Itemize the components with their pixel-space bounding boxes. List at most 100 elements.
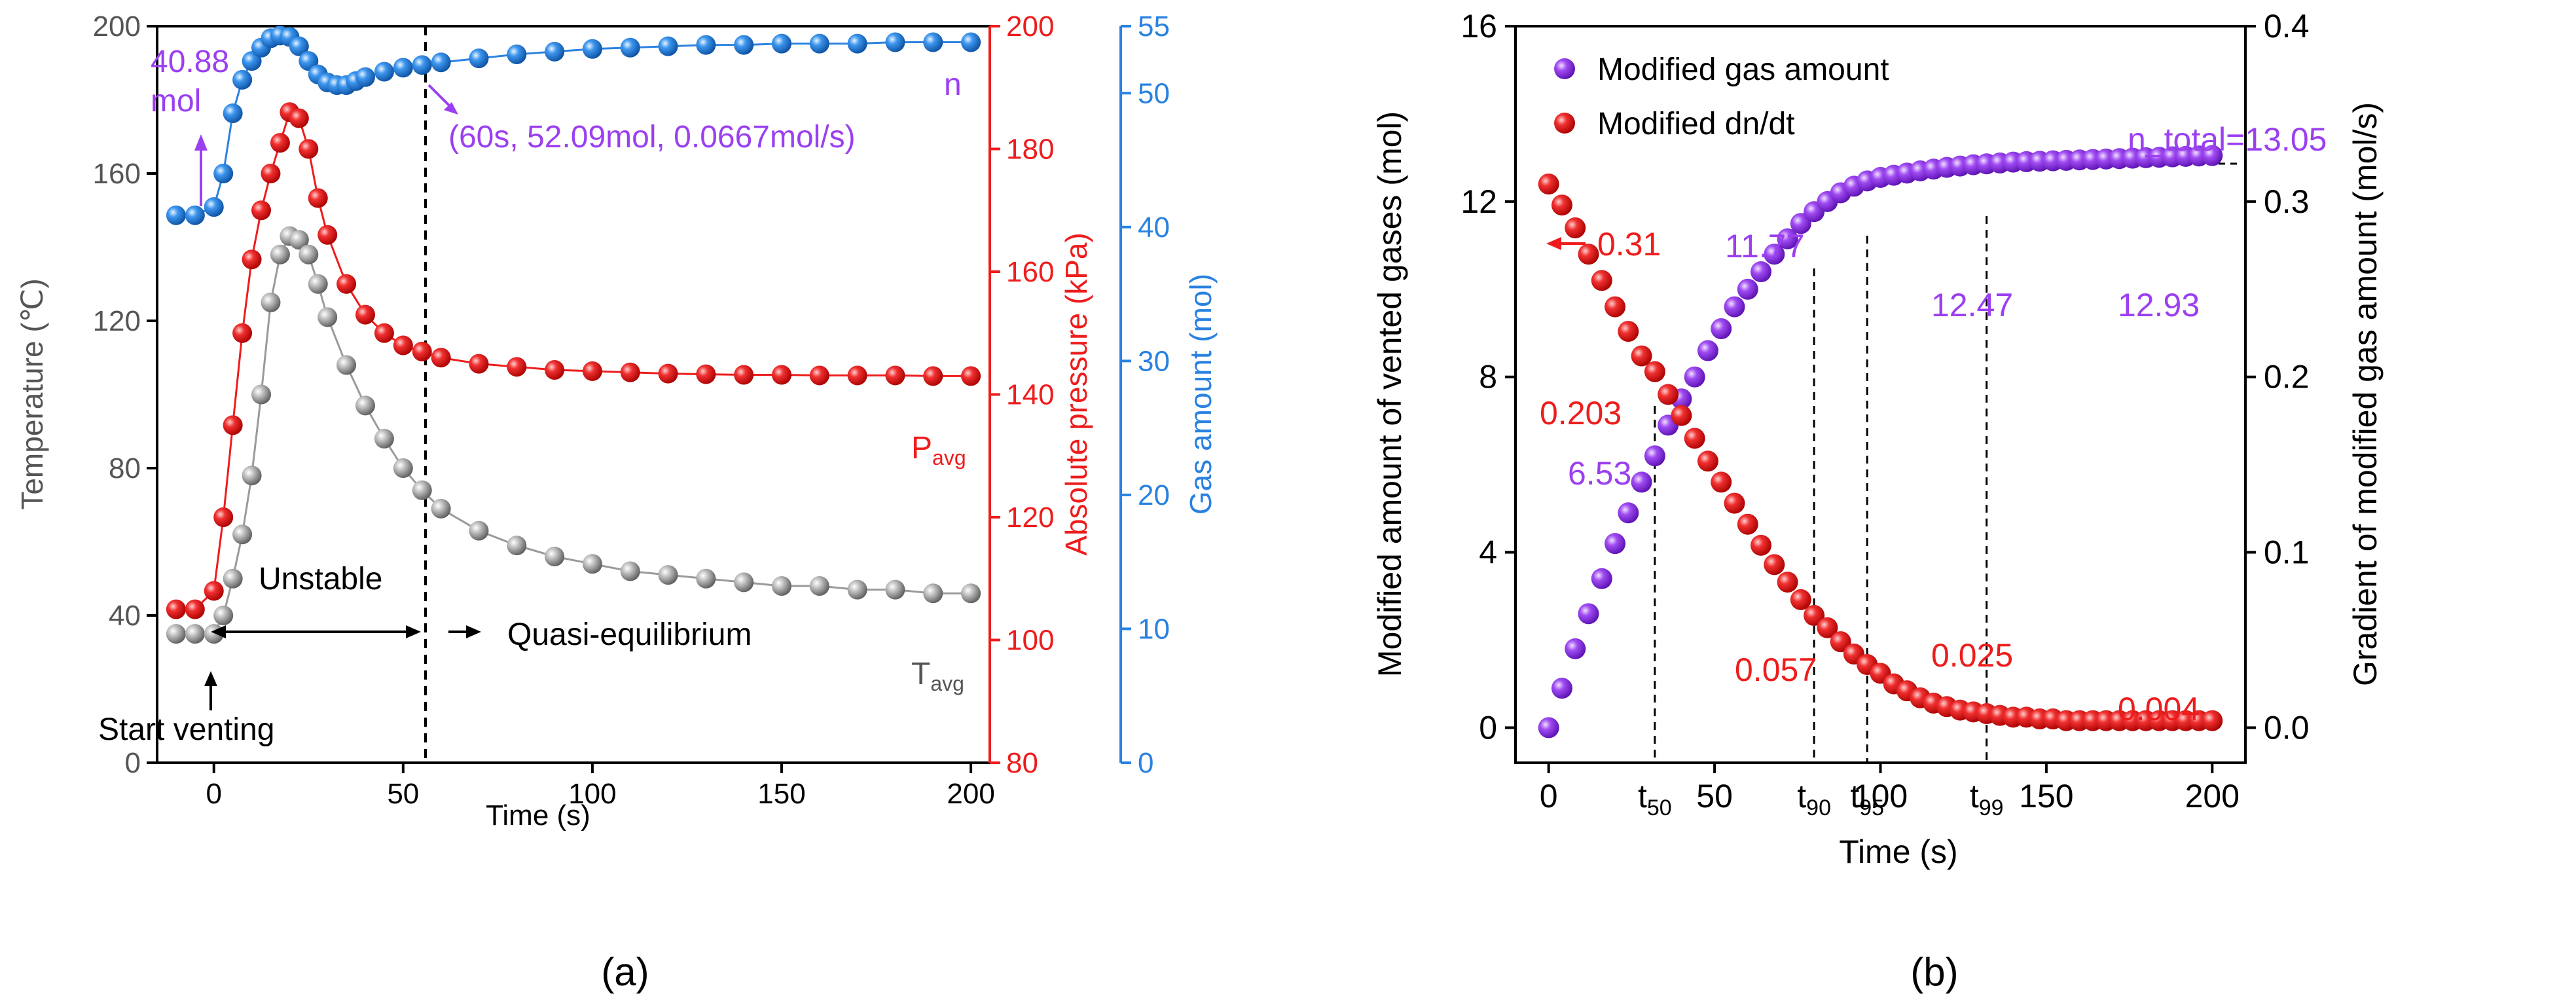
point-dndt: [1551, 194, 1572, 216]
point-p-avg: [431, 348, 451, 368]
tick-label-a-x: 100: [568, 778, 616, 810]
tick-label-pressure: 160: [1006, 256, 1054, 288]
point-n: [885, 32, 905, 52]
annot-v90-gradient: 0.057: [1735, 651, 1817, 688]
tick-label-b-x: 150: [2019, 778, 2073, 814]
point-t-avg: [317, 307, 338, 327]
point-t-avg: [166, 624, 186, 644]
point-n: [374, 62, 394, 82]
point-t-avg: [270, 244, 290, 265]
tick-label-temperature: 160: [93, 158, 141, 190]
point-t-avg: [923, 583, 943, 604]
point-p-avg: [213, 507, 234, 527]
tick-label-temperature: 120: [93, 305, 141, 337]
point-gas-amount: [1578, 603, 1599, 625]
point-n: [734, 35, 754, 55]
tick-label-temperature: 80: [109, 452, 141, 484]
point-t-avg: [242, 466, 262, 486]
point-gas-amount: [1605, 533, 1626, 555]
point-p-avg: [507, 357, 527, 377]
point-p-avg: [393, 335, 413, 356]
t-label-sub: 50: [1647, 795, 1672, 820]
point-t-avg: [251, 384, 271, 405]
point-p-avg: [772, 365, 791, 385]
point-n: [213, 164, 234, 183]
point-n: [582, 39, 602, 59]
point-p-avg: [166, 599, 186, 619]
t-label-99: t99: [1970, 778, 2004, 820]
point-gas-amount: [2202, 145, 2223, 166]
point-t-avg: [772, 576, 791, 596]
point-dndt: [1591, 270, 1612, 291]
tick-label-b-right: 0.3: [2264, 183, 2310, 220]
point-dndt: [1684, 428, 1705, 449]
point-t-avg: [961, 583, 981, 604]
point-p-avg: [308, 188, 328, 208]
tick-label-gas: 30: [1138, 345, 1170, 377]
point-gas-amount: [1644, 445, 1665, 467]
point-p-avg: [204, 581, 224, 601]
axis-gas-label: Gas amount (mol): [1184, 274, 1218, 515]
panel-a-marks: [166, 26, 981, 644]
point-t-avg: [299, 244, 319, 265]
point-gas-amount: [1684, 366, 1705, 388]
point-dndt: [1605, 296, 1626, 318]
point-p-avg: [412, 341, 432, 361]
point-p-avg: [299, 139, 319, 159]
point-t-avg: [213, 606, 234, 625]
t-label-sub: 99: [1979, 795, 2004, 820]
point-p-avg: [696, 364, 716, 384]
tick-label-a-x: 200: [947, 778, 994, 810]
annot-v90-amount: 11.77: [1725, 228, 1804, 265]
point-gas-amount: [1751, 261, 1772, 282]
point-n: [961, 32, 981, 52]
annot-v99-amount: 12.93: [2118, 287, 2200, 323]
tick-label-gas: 0: [1138, 747, 1153, 779]
t-label-50: t50: [1638, 778, 1672, 820]
tick-label-pressure: 100: [1006, 625, 1054, 657]
point-p-avg: [545, 360, 565, 380]
point-t-avg: [847, 579, 867, 600]
point-dndt: [1724, 492, 1745, 514]
point-dndt: [1697, 450, 1718, 472]
t-label-sub: 95: [1859, 795, 1884, 820]
t-label-main: t: [1970, 778, 1979, 814]
point-n: [696, 35, 716, 55]
point-dndt: [1631, 345, 1652, 367]
tick-label-pressure: 200: [1006, 10, 1054, 43]
point-n: [847, 33, 867, 54]
point-t-avg: [336, 355, 357, 375]
point-t-avg: [355, 395, 375, 416]
point-t-avg: [885, 579, 905, 600]
annot-n-start-value: 40.88: [151, 45, 229, 79]
point-p-avg: [270, 133, 290, 153]
point-gas-amount: [1618, 502, 1639, 524]
point-gas-amount: [1538, 717, 1559, 739]
label-p-avg: Pavg: [911, 431, 966, 469]
tick-label-b-left: 0: [1479, 709, 1497, 746]
point-p-avg: [223, 415, 243, 435]
panel-a: 0 50 100 150 2000408012016020080100120140160…: [15, 10, 1218, 994]
series-line-p-avg: [175, 110, 971, 611]
point-gas-amount: [1565, 638, 1586, 659]
point-p-avg: [809, 365, 829, 386]
t-label-main: t: [1797, 778, 1806, 814]
tick-label-gas: 10: [1138, 613, 1170, 645]
tick-label-b-x: 200: [2185, 778, 2240, 814]
point-p-avg: [251, 200, 271, 221]
point-dndt: [1671, 405, 1692, 426]
annot-v95-gradient: 0.025: [1931, 637, 2013, 674]
point-n: [469, 48, 489, 69]
point-gas-amount: [1711, 318, 1732, 340]
legend: Modified gas amount Modified dn/dt: [1554, 52, 1889, 141]
point-t-avg: [431, 498, 451, 519]
point-p-avg: [289, 108, 309, 128]
tick-label-b-left: 12: [1460, 183, 1497, 220]
tick-label-pressure: 120: [1006, 502, 1054, 534]
panel-b-marks: [1538, 145, 2223, 739]
point-t-avg: [412, 480, 432, 500]
annot-v99-gradient: 0.004: [2118, 691, 2200, 727]
tick-label-b-right: 0.0: [2264, 709, 2310, 746]
point-gas-amount: [1697, 340, 1718, 361]
legend-red-marker: [1554, 113, 1575, 134]
